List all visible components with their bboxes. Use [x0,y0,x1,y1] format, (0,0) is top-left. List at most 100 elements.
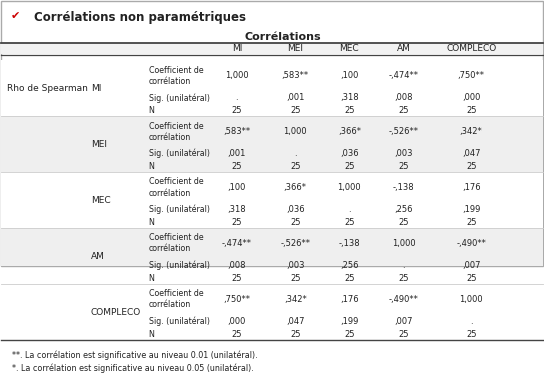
Text: -,526**: -,526** [388,127,418,136]
Text: ,047: ,047 [462,149,480,158]
Text: 25: 25 [290,106,300,115]
Text: ,100: ,100 [340,71,358,80]
Text: MEC: MEC [91,196,110,205]
Text: 25: 25 [344,274,355,283]
Text: N: N [149,218,154,227]
Text: -,474**: -,474** [222,239,252,248]
Text: .: . [402,261,405,270]
Text: ,008: ,008 [394,93,413,102]
Text: 25: 25 [398,274,409,283]
Text: 25: 25 [398,106,409,115]
Text: 25: 25 [290,330,300,339]
Text: ,100: ,100 [227,183,246,192]
Text: -,490**: -,490** [456,239,486,248]
Text: ,199: ,199 [462,205,480,214]
Text: N: N [149,330,154,339]
Text: ,318: ,318 [340,93,358,102]
FancyBboxPatch shape [2,172,542,228]
Text: 25: 25 [398,218,409,227]
Text: ,342*: ,342* [284,295,307,304]
Text: 25: 25 [466,218,477,227]
Text: 1,000: 1,000 [392,239,415,248]
Text: ,003: ,003 [286,261,305,270]
Text: 25: 25 [232,106,242,115]
Text: 25: 25 [398,162,409,171]
Text: 1,000: 1,000 [459,295,483,304]
Text: ,047: ,047 [286,317,305,326]
Text: ,256: ,256 [394,205,413,214]
Text: ,036: ,036 [286,205,305,214]
Text: 25: 25 [290,274,300,283]
Text: MEC: MEC [339,44,359,53]
Text: N: N [149,162,154,171]
FancyBboxPatch shape [2,228,542,284]
Text: 25: 25 [466,106,477,115]
Text: ,318: ,318 [227,205,246,214]
Text: COMPLECO: COMPLECO [91,308,141,317]
Text: Coefficient de
corrélation: Coefficient de corrélation [149,66,203,86]
Text: 25: 25 [344,330,355,339]
Text: 25: 25 [398,330,409,339]
FancyBboxPatch shape [2,284,542,340]
Text: ,001: ,001 [227,149,246,158]
Text: ,001: ,001 [286,93,305,102]
Text: -,474**: -,474** [388,71,418,80]
Text: 1,000: 1,000 [338,183,361,192]
FancyBboxPatch shape [2,2,542,266]
Text: Sig. (unilatéral): Sig. (unilatéral) [149,149,209,159]
Text: ,000: ,000 [227,317,246,326]
Text: *. La corrélation est significative au niveau 0.05 (unilatéral).: *. La corrélation est significative au n… [12,363,254,373]
Text: 25: 25 [232,274,242,283]
Text: ,007: ,007 [394,317,413,326]
Text: ,583**: ,583** [282,71,309,80]
Text: ,199: ,199 [340,317,358,326]
Text: Coefficient de
corrélation: Coefficient de corrélation [149,289,203,309]
Text: MI: MI [91,84,101,93]
Text: 1,000: 1,000 [283,127,307,136]
Text: 25: 25 [344,162,355,171]
Text: .: . [348,205,351,214]
Text: ,750**: ,750** [458,71,485,80]
Text: MI: MI [232,44,242,53]
Text: 25: 25 [290,218,300,227]
Text: Coefficient de
corrélation: Coefficient de corrélation [149,234,203,254]
Text: ✔: ✔ [11,11,21,21]
Text: MEI: MEI [91,140,107,149]
Text: -,526**: -,526** [280,239,310,248]
FancyBboxPatch shape [2,61,542,116]
Text: Sig. (unilatéral): Sig. (unilatéral) [149,205,209,214]
Text: .: . [236,93,238,102]
Text: ,008: ,008 [227,261,246,270]
Text: N: N [149,274,154,283]
Text: Sig. (unilatéral): Sig. (unilatéral) [149,261,209,270]
Text: ,750**: ,750** [224,295,250,304]
Text: Corrélations non paramétriques: Corrélations non paramétriques [34,11,246,24]
Text: 25: 25 [466,162,477,171]
Text: ,003: ,003 [394,149,413,158]
Text: COMPLECO: COMPLECO [446,44,496,53]
FancyBboxPatch shape [2,43,542,54]
Text: 25: 25 [232,218,242,227]
Text: 25: 25 [344,218,355,227]
Text: ,000: ,000 [462,93,480,102]
Text: ,176: ,176 [462,183,480,192]
Text: ,342*: ,342* [460,127,483,136]
Text: ,007: ,007 [462,261,480,270]
Text: 25: 25 [466,274,477,283]
Text: AM: AM [91,252,104,261]
Text: -,138: -,138 [338,239,360,248]
Text: MEI: MEI [287,44,303,53]
Text: .: . [470,317,473,326]
Text: 25: 25 [344,106,355,115]
Text: 25: 25 [232,162,242,171]
Text: Corrélations: Corrélations [244,32,321,42]
Text: 25: 25 [466,330,477,339]
Text: ,366*: ,366* [284,183,307,192]
FancyBboxPatch shape [2,116,542,172]
Text: ,583**: ,583** [223,127,250,136]
Text: Sig. (unilatéral): Sig. (unilatéral) [149,93,209,103]
Text: ,256: ,256 [340,261,358,270]
Text: -,138: -,138 [393,183,415,192]
Text: ,366*: ,366* [338,127,361,136]
Text: Coefficient de
corrélation: Coefficient de corrélation [149,178,203,198]
